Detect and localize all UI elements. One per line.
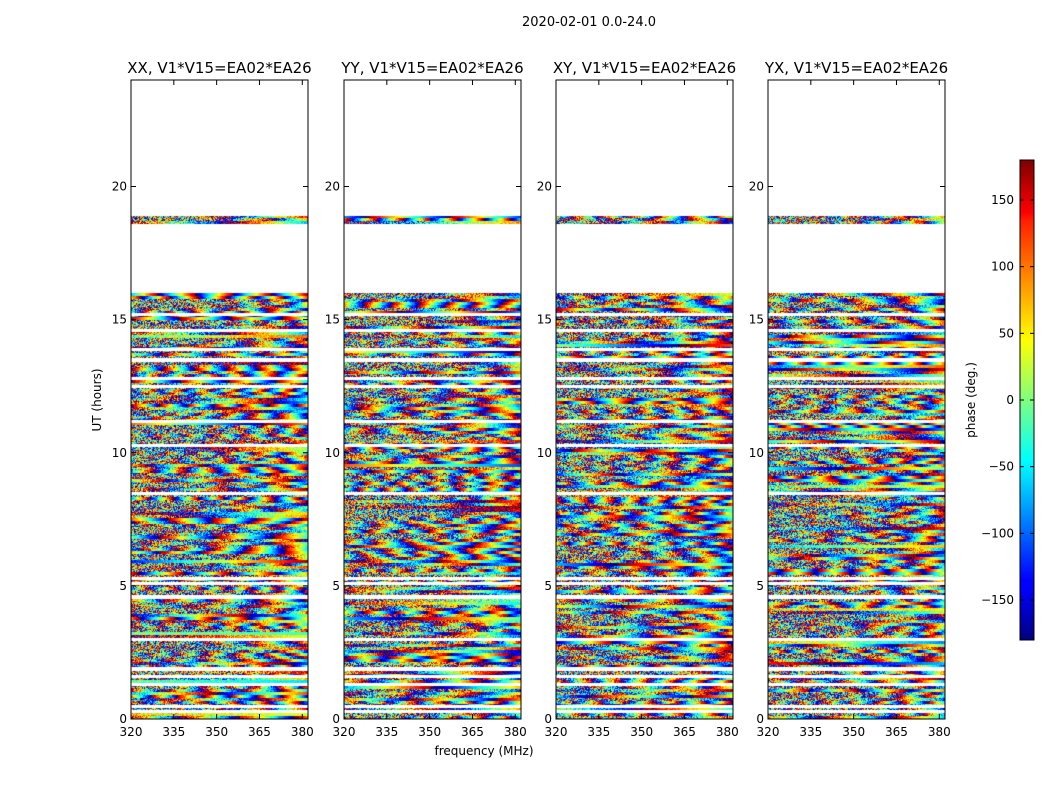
panel-frame <box>767 79 946 720</box>
panel-frame <box>343 79 522 720</box>
x-tick-label: 365 <box>885 725 908 739</box>
panel-title: YX, V1*V15=EA02*EA26 <box>764 59 948 77</box>
heatmap-image <box>131 80 308 719</box>
y-tick-label: 0 <box>756 712 764 726</box>
x-tick-label: 320 <box>757 725 780 739</box>
panel-2: XY, V1*V15=EA02*EA26 320 335 350 365 380 0 5 10 1… <box>537 59 739 739</box>
y-tick-label: 5 <box>756 579 764 593</box>
colorbar-ticks: 150 100 50 0 −50 −100 −150 <box>981 193 1034 607</box>
x-tick-label: 320 <box>545 725 568 739</box>
heatmap-image <box>768 80 945 719</box>
x-tick-label: 350 <box>842 725 865 739</box>
panel-0: XX, V1*V15=EA02*EA26 320 335 350 365 380 0 5 10 1… <box>112 59 314 739</box>
y-tick-label: 5 <box>544 579 552 593</box>
x-axis-label: frequency (MHz) <box>434 744 533 758</box>
y-tick-label: 10 <box>537 446 552 460</box>
panel-3: YX, V1*V15=EA02*EA26 320 335 350 365 380 0 5 10 1… <box>749 59 951 739</box>
panel-title: XY, V1*V15=EA02*EA26 <box>553 59 736 77</box>
y-tick-label: 20 <box>749 180 764 194</box>
y-tick-label: 10 <box>325 446 340 460</box>
y-tick-label: 15 <box>325 313 340 327</box>
y-tick-label: 20 <box>537 180 552 194</box>
x-tick-label: 350 <box>205 725 228 739</box>
y-tick-label: 0 <box>332 712 340 726</box>
panels-group: XX, V1*V15=EA02*EA26 320 335 350 365 380 0 5 10 1… <box>112 59 951 739</box>
panel-frame <box>130 79 309 720</box>
colorbar: 150 100 50 0 −50 −100 −150 phase (deg.) <box>964 159 1035 641</box>
x-tick-label: 380 <box>928 725 951 739</box>
x-tick-label: 365 <box>673 725 696 739</box>
y-tick-label: 20 <box>112 180 127 194</box>
y-tick-label: 0 <box>119 712 127 726</box>
y-tick-label: 15 <box>749 313 764 327</box>
x-tick-label: 380 <box>291 725 314 739</box>
x-tick-label: 320 <box>333 725 356 739</box>
x-tick-label: 335 <box>162 725 185 739</box>
colorbar-tick-label: 50 <box>999 326 1014 340</box>
y-tick-label: 5 <box>119 579 127 593</box>
y-axis-label: UT (hours) <box>90 368 104 431</box>
colorbar-tick-label: 100 <box>991 260 1014 274</box>
x-tick-label: 335 <box>375 725 398 739</box>
y-tick-label: 0 <box>544 712 552 726</box>
y-tick-label: 15 <box>537 313 552 327</box>
y-tick-label: 10 <box>112 446 127 460</box>
y-tick-label: 10 <box>749 446 764 460</box>
heatmap-image <box>344 80 521 719</box>
colorbar-label: phase (deg.) <box>964 362 978 438</box>
x-tick-label: 365 <box>461 725 484 739</box>
y-tick-label: 20 <box>325 180 340 194</box>
x-tick-label: 350 <box>418 725 441 739</box>
y-tick-label: 5 <box>332 579 340 593</box>
colorbar-tick-label: −50 <box>989 460 1014 474</box>
x-tick-label: 350 <box>630 725 653 739</box>
x-tick-label: 335 <box>799 725 822 739</box>
panel-1: YY, V1*V15=EA02*EA26 320 335 350 365 380 0 5 10 1… <box>325 59 527 739</box>
x-tick-label: 335 <box>587 725 610 739</box>
colorbar-tick-label: 0 <box>1006 393 1014 407</box>
x-tick-label: 380 <box>716 725 739 739</box>
colorbar-tick-label: −150 <box>981 593 1014 607</box>
x-tick-label: 380 <box>504 725 527 739</box>
panel-title: YY, V1*V15=EA02*EA26 <box>340 59 523 77</box>
figure-title: 2020-02-01 0.0-24.0 <box>522 15 656 30</box>
heatmap-image <box>556 80 733 719</box>
x-tick-label: 365 <box>248 725 271 739</box>
y-tick-label: 15 <box>112 313 127 327</box>
colorbar-tick-label: 150 <box>991 193 1014 207</box>
colorbar-tick-label: −100 <box>981 526 1014 540</box>
panel-frame <box>555 79 734 720</box>
x-tick-label: 320 <box>120 725 143 739</box>
panel-title: XX, V1*V15=EA02*EA26 <box>127 59 311 77</box>
